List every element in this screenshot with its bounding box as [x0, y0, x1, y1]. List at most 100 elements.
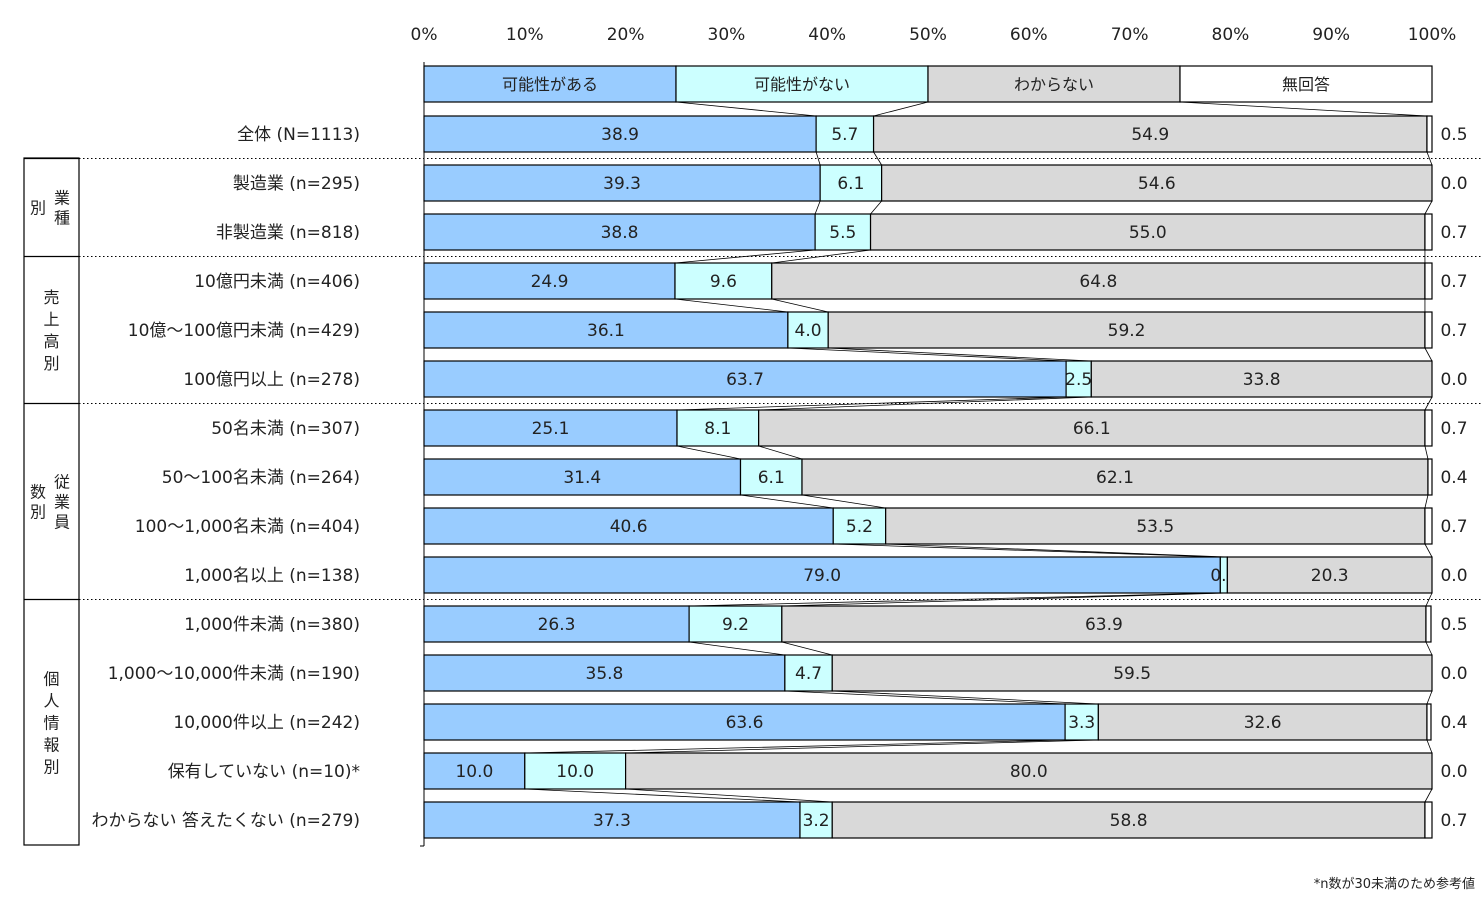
connector-line: [870, 200, 882, 215]
bar-segment: [423, 801, 801, 839]
data-label: 32.6: [1244, 713, 1282, 733]
connector-line: [832, 690, 1099, 705]
data-label: 5.7: [831, 125, 858, 145]
data-label: 40.6: [610, 517, 648, 537]
connector-line: [771, 249, 871, 264]
bar-segment: [831, 801, 1426, 839]
no-answer-label: 0.7: [1440, 811, 1467, 831]
no-answer-label: 0.7: [1440, 419, 1467, 439]
no-answer-label: 0.0: [1440, 174, 1467, 194]
bar-segment: [872, 115, 1428, 153]
connector-line: [833, 543, 1221, 558]
connector-line: [689, 641, 785, 656]
connector-line: [815, 151, 821, 166]
row-label: 非製造業 (n=818): [216, 223, 360, 243]
bar-segment: [1424, 213, 1433, 251]
bar-segment: [423, 752, 526, 790]
bar-segment: [885, 507, 1426, 545]
bar-segment: [624, 752, 1433, 790]
group-label-char: 個: [43, 669, 59, 688]
row-label: 保有していない (n=10)*: [168, 762, 360, 782]
data-label: 62.1: [1096, 468, 1134, 488]
connector-line: [740, 494, 834, 509]
data-label: 63.7: [726, 370, 764, 390]
connector-line: [828, 347, 1092, 362]
row-label: 10億円未満 (n=406): [194, 272, 360, 292]
data-label: 39.3: [603, 174, 641, 194]
connector-line: [885, 543, 1228, 558]
bar-segment: [1097, 703, 1428, 741]
connector-line: [1425, 641, 1433, 656]
data-label: 33.8: [1243, 370, 1281, 390]
data-label: 35.8: [586, 664, 624, 684]
data-label: 26.3: [538, 615, 576, 635]
x-tick-label: 90%: [1312, 25, 1350, 45]
data-label: 63.6: [726, 713, 764, 733]
row-label: 50～100名未満 (n=264): [162, 468, 360, 488]
connector-line: [1424, 347, 1433, 362]
data-label: 36.1: [587, 321, 625, 341]
connector-line: [801, 494, 886, 509]
bar-segment: [831, 654, 1433, 692]
data-label: 58.8: [1110, 811, 1148, 831]
no-answer-label: 0.7: [1440, 272, 1467, 292]
group-label-char: 種: [54, 209, 70, 228]
no-answer-label: 0.7: [1440, 223, 1467, 243]
group-label-char: 人: [43, 691, 59, 710]
row-label: 1,000～10,000件未満 (n=190): [108, 664, 360, 684]
x-tick-label: 10%: [506, 25, 544, 45]
connector-line: [873, 151, 882, 166]
group-label-char: 員: [54, 513, 70, 532]
connector-line: [676, 445, 741, 460]
legend-label: わからない: [1014, 75, 1094, 94]
x-tick-label: 70%: [1111, 25, 1149, 45]
row-label: 100億円以上 (n=278): [183, 370, 360, 390]
bar-segment: [1090, 360, 1433, 398]
data-label: 3.2: [803, 811, 830, 831]
group-label-char: 売: [43, 288, 59, 307]
data-label: 64.8: [1079, 272, 1117, 292]
data-label: 8.1: [704, 419, 731, 439]
bar-segment: [1424, 801, 1433, 839]
group-label-char: 別: [30, 199, 46, 218]
legend-swatch: [423, 65, 677, 103]
x-tick-label: 30%: [708, 25, 746, 45]
connector-line: [787, 347, 1067, 362]
connector-line: [873, 101, 929, 117]
bar-segment: [524, 752, 627, 790]
data-label: 80.0: [1010, 762, 1048, 782]
no-answer-label: 0.7: [1440, 517, 1467, 537]
no-answer-label: 0.0: [1440, 664, 1467, 684]
bar-segment: [1226, 556, 1433, 594]
bar-segment: [771, 262, 1426, 300]
data-label: 6.1: [837, 174, 864, 194]
x-tick-label: 20%: [607, 25, 645, 45]
data-label: 59.5: [1113, 664, 1151, 684]
bar-segment: [881, 164, 1433, 202]
no-answer-label: 0.0: [1440, 370, 1467, 390]
x-tick-label: 50%: [909, 25, 947, 45]
connector-line: [625, 788, 833, 803]
group-label-char: 別: [43, 757, 59, 776]
bar-segment: [423, 115, 817, 153]
bar-segment: [423, 409, 678, 447]
x-tick-label: 100%: [1408, 25, 1457, 45]
connector-line: [675, 101, 817, 117]
connector-line: [1424, 445, 1429, 460]
data-label: 38.9: [601, 125, 639, 145]
data-label: 55.0: [1129, 223, 1167, 243]
x-tick-label: 80%: [1212, 25, 1250, 45]
bar-segment: [739, 458, 803, 496]
bar-segment: [1424, 507, 1433, 545]
row-label: 10億～100億円未満 (n=429): [128, 321, 360, 341]
connector-line: [674, 298, 788, 313]
row-label: 全体 (N=1113): [237, 125, 360, 145]
bar-segment: [423, 507, 834, 545]
connector-line: [781, 592, 1228, 607]
no-answer-label: 0.5: [1440, 615, 1467, 635]
data-label: 5.5: [829, 223, 856, 243]
row-label: 50名未満 (n=307): [211, 419, 360, 439]
legend-label: 可能性がない: [754, 75, 850, 94]
row-label: 10,000件以上 (n=242): [173, 713, 360, 733]
